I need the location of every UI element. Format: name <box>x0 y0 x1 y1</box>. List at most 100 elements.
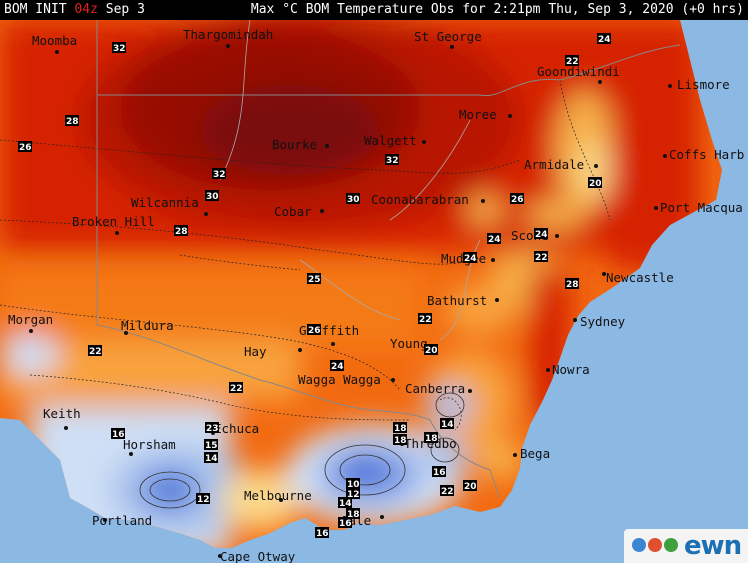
svg-text:Wilcannia: Wilcannia <box>131 195 199 210</box>
city-mildura[interactable]: Mildura <box>121 318 174 335</box>
svg-text:30: 30 <box>347 195 360 205</box>
svg-text:12: 12 <box>197 495 210 505</box>
city-wilcannia[interactable]: Wilcannia <box>131 195 208 216</box>
city-coonabarabran[interactable]: Coonabarabran <box>371 192 485 207</box>
contour-label: 14 <box>440 418 454 430</box>
city-bathurst[interactable]: Bathurst <box>427 293 499 308</box>
svg-text:22: 22 <box>535 253 548 263</box>
svg-text:26: 26 <box>308 326 321 336</box>
contour-label: 22 <box>440 485 454 497</box>
svg-text:Bega: Bega <box>520 446 550 461</box>
city-port-macquarie[interactable]: Port Macqua <box>654 200 743 215</box>
contour-label: 28 <box>65 115 79 127</box>
city-newcastle[interactable]: Newcastle <box>602 270 674 285</box>
svg-text:22: 22 <box>230 384 243 394</box>
svg-text:24: 24 <box>488 235 501 245</box>
svg-text:Cobar: Cobar <box>274 204 312 219</box>
city-morgan[interactable]: Morgan <box>8 312 53 333</box>
svg-text:10: 10 <box>347 480 360 490</box>
contour-label: 24 <box>597 33 611 45</box>
city-horsham[interactable]: Horsham <box>123 437 176 456</box>
logo-circle-icon <box>664 538 678 552</box>
temperature-field <box>0 20 722 548</box>
svg-text:14: 14 <box>205 454 218 464</box>
svg-text:Hay: Hay <box>244 344 267 359</box>
city-sydney[interactable]: Sydney <box>573 314 626 329</box>
logo-circle-icon <box>632 538 646 552</box>
svg-text:Broken Hill: Broken Hill <box>72 214 155 229</box>
svg-text:20: 20 <box>589 179 602 189</box>
model-name: BOM INIT <box>4 2 67 17</box>
svg-text:Moree: Moree <box>459 107 497 122</box>
svg-text:32: 32 <box>386 156 399 166</box>
contour-label: 22 <box>565 55 579 67</box>
svg-text:Thredbo: Thredbo <box>404 436 457 451</box>
city-broken-hill[interactable]: Broken Hill <box>72 214 155 235</box>
contour-label: 22 <box>418 313 432 325</box>
city-bega[interactable]: Bega <box>513 446 550 461</box>
city-armidale[interactable]: Armidale <box>524 157 598 172</box>
svg-text:32: 32 <box>113 44 126 54</box>
city-keith[interactable]: Keith <box>43 406 81 430</box>
svg-text:Port Macqua: Port Macqua <box>660 200 743 215</box>
contour-label: 32 <box>385 154 399 166</box>
contour-label: 10 <box>346 478 360 490</box>
svg-text:16: 16 <box>112 430 125 440</box>
contour-label: 28 <box>174 225 188 237</box>
city-lismore[interactable]: Lismore <box>668 77 730 92</box>
model-run: 04z <box>74 2 98 17</box>
svg-text:Keith: Keith <box>43 406 81 421</box>
svg-text:22: 22 <box>566 57 579 67</box>
city-nowra[interactable]: Nowra <box>546 362 590 377</box>
city-canberra[interactable]: Canberra <box>405 381 472 396</box>
svg-text:18: 18 <box>394 424 407 434</box>
city-walgett[interactable]: Walgett <box>364 133 426 148</box>
contour-label: 32 <box>112 42 126 54</box>
city-moomba[interactable]: Moomba <box>32 33 77 54</box>
contour-label: 32 <box>212 168 226 180</box>
svg-text:22: 22 <box>441 487 454 497</box>
svg-text:Horsham: Horsham <box>123 437 176 452</box>
city-bourke[interactable]: Bourke <box>272 137 329 152</box>
state-borders <box>96 20 681 499</box>
city-st-george[interactable]: St George <box>414 29 482 49</box>
svg-text:Goondiwindi: Goondiwindi <box>537 64 620 79</box>
svg-text:Morgan: Morgan <box>8 312 53 327</box>
city-melbourne[interactable]: Melbourne <box>244 488 312 503</box>
model-date: Sep 3 <box>105 2 145 17</box>
svg-text:Moomba: Moomba <box>32 33 77 48</box>
temperature-map: Moomba Thargomindah St George Goondiwind… <box>0 20 748 563</box>
header-run-info: BOM INIT 04z Sep 3 <box>4 0 145 20</box>
svg-text:Echuca: Echuca <box>214 421 259 436</box>
contour-label: 18 <box>424 432 438 444</box>
city-coffs-harbour[interactable]: Coffs Harb <box>663 147 744 162</box>
svg-text:Melbourne: Melbourne <box>244 488 312 503</box>
blue-contours <box>139 392 465 509</box>
city-portland[interactable]: Portland <box>92 513 152 528</box>
contour-label: 18 <box>346 508 360 520</box>
city-goondiwindi[interactable]: Goondiwindi <box>537 64 620 84</box>
svg-text:16: 16 <box>339 519 352 529</box>
svg-text:18: 18 <box>425 434 438 444</box>
contour-label: 14 <box>338 497 352 509</box>
city-thargomindah[interactable]: Thargomindah <box>183 27 273 48</box>
city-cape-otway[interactable]: Cape Otway <box>218 549 296 563</box>
map-title: Max °C BOM Temperature Obs for 2:21pm Th… <box>250 2 744 17</box>
logo-text: ewn <box>684 531 742 561</box>
contour-label: 12 <box>346 488 360 500</box>
contour-lines <box>0 79 611 431</box>
svg-text:12: 12 <box>347 490 360 500</box>
svg-text:Thargomindah: Thargomindah <box>183 27 273 42</box>
contour-label: 12 <box>196 493 210 505</box>
contour-label: 23 <box>205 422 219 434</box>
contour-label: 16 <box>432 466 446 478</box>
city-cobar[interactable]: Cobar <box>274 204 324 219</box>
contour-label: 24 <box>534 228 548 240</box>
contour-label: 24 <box>463 252 477 264</box>
city-moree[interactable]: Moree <box>459 107 512 122</box>
contour-label: 26 <box>307 324 321 336</box>
city-hay[interactable]: Hay <box>244 344 302 359</box>
contour-label: 26 <box>18 141 32 153</box>
svg-text:Coonabarabran: Coonabarabran <box>371 192 469 207</box>
city-wagga-wagga[interactable]: Wagga Wagga <box>298 372 395 387</box>
